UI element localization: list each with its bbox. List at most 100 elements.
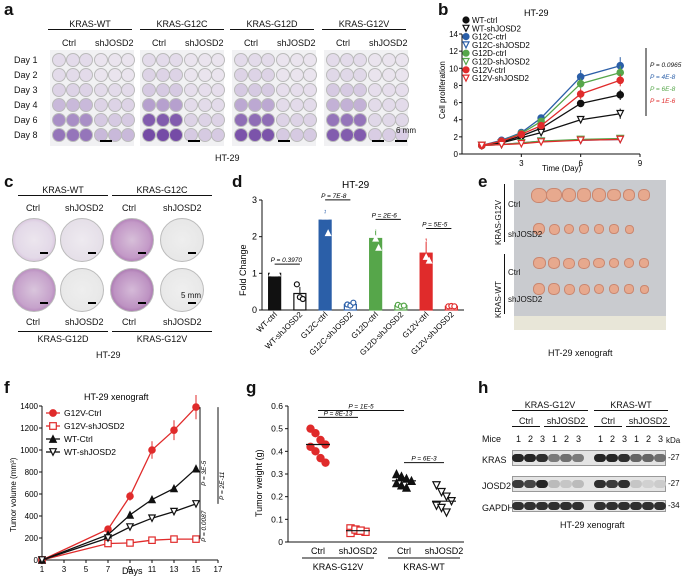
well (234, 113, 248, 127)
tumor (623, 258, 635, 268)
mouse-number: 2 (610, 434, 616, 444)
data-point (369, 223, 377, 231)
well (368, 53, 382, 67)
y-tick-label: 0 (34, 556, 39, 565)
well (303, 113, 317, 127)
data-point (616, 76, 625, 85)
dish (160, 218, 204, 262)
tumor (563, 257, 575, 269)
chart-title: HT-29 (342, 180, 370, 191)
well (52, 113, 66, 127)
x-axis-label: Time (Day) (542, 164, 582, 173)
cell-line-label: HT-29 (96, 350, 121, 360)
well (107, 113, 122, 127)
well (142, 98, 156, 112)
legend-label: WT-Ctrl (64, 434, 93, 444)
blot-band (524, 480, 536, 488)
well (381, 53, 396, 67)
group-label: KRAS-WT (403, 562, 445, 572)
well (52, 53, 66, 67)
y-tick-label: 2 (454, 133, 459, 142)
bracket-line (504, 184, 505, 242)
well (65, 128, 80, 142)
blot-band (512, 502, 524, 510)
well (94, 83, 108, 97)
data-point (517, 139, 526, 149)
legend-marker (462, 49, 470, 57)
y-tick-label: 1000 (20, 446, 38, 455)
blot-band (642, 454, 654, 462)
well (79, 128, 93, 142)
data-point (576, 136, 585, 145)
data-point (125, 510, 135, 519)
y-tick-label: 12 (449, 47, 458, 56)
well (368, 113, 382, 127)
tumor (547, 257, 561, 269)
legend-marker (462, 24, 470, 33)
blot-band (536, 480, 548, 488)
well (169, 68, 183, 82)
well (339, 83, 354, 97)
data-point (477, 141, 486, 150)
y-tick-label: 0 (454, 150, 459, 159)
well (261, 98, 275, 112)
p-value: P = 7E-8 (321, 193, 347, 200)
well (169, 128, 183, 142)
y-tick-label: 400 (25, 512, 39, 521)
blot-band (594, 480, 606, 488)
group-label: KRAS-G12V (313, 562, 364, 572)
x-tick-label: Ctrl (397, 546, 411, 556)
scale-bar (188, 302, 196, 304)
blot-band (630, 502, 642, 510)
well (79, 68, 93, 82)
p-value: P = 3E-5 (201, 460, 208, 486)
data-point (372, 234, 380, 242)
x-tick-label: Ctrl (311, 546, 325, 556)
well (79, 98, 93, 112)
data-point (318, 205, 326, 213)
well (65, 53, 80, 67)
group-header: KRAS-G12V (512, 400, 588, 411)
well (395, 53, 409, 67)
panel-label-h: h (478, 378, 489, 397)
well (184, 53, 198, 67)
well (142, 113, 156, 127)
well (276, 83, 290, 97)
well (211, 83, 225, 97)
well (169, 83, 183, 97)
data-point (436, 487, 447, 498)
tumor (639, 284, 649, 294)
well (107, 53, 122, 67)
blot-band (594, 502, 606, 510)
data-point (497, 140, 506, 150)
x-tick-label: shJOSD2 (425, 546, 464, 556)
well (169, 53, 183, 67)
marker: -34 (668, 501, 680, 510)
data-point (616, 91, 625, 99)
data-point (147, 494, 157, 504)
day-label: Day 3 (14, 85, 38, 95)
series-line (481, 71, 621, 147)
tumor (609, 284, 619, 294)
legend-marker (462, 66, 470, 74)
y-tick-label: 0.3 (271, 469, 283, 479)
x-tick-label: 17 (214, 565, 223, 574)
p-value: P = 2E-11 (219, 471, 226, 500)
mouse-number: 3 (658, 434, 664, 444)
data-point (192, 403, 200, 411)
well (276, 53, 290, 67)
well (211, 68, 225, 82)
well (184, 83, 198, 97)
well (211, 128, 225, 142)
well (339, 53, 354, 67)
x-tick-label: 5 (84, 565, 89, 574)
well (79, 83, 93, 97)
blot-band (642, 502, 654, 510)
blot-band (536, 454, 548, 462)
blot-band (560, 502, 572, 510)
data-point (311, 447, 320, 456)
group-header: KRAS-G12V (322, 19, 406, 30)
well (142, 128, 156, 142)
well (326, 83, 340, 97)
tumor (594, 224, 604, 234)
